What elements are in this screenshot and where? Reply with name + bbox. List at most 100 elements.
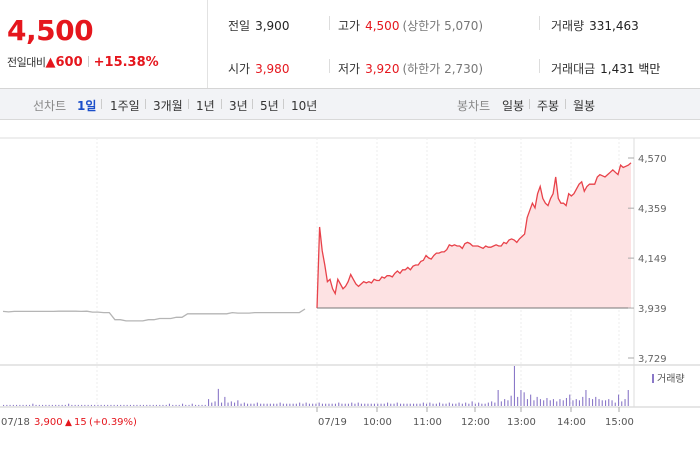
volume-bar [559,399,561,406]
period-1w-tab[interactable]: 1주일 [110,99,140,113]
volume-bar [19,404,21,406]
prev-day-change-label: 15 [74,417,87,428]
quote-header: 4,500 전일대비▲600 +15.38% 전일 3,900 고가 4,500 (상한… [0,0,700,89]
prev-close-stat: 전일 3,900 [228,17,289,34]
divider [539,16,540,30]
volume-bar [81,404,83,406]
volume-bar [530,394,532,406]
volume-bar [308,403,310,406]
volume-bar [318,402,320,406]
volume-bar [292,403,294,406]
volume-bar [120,404,122,406]
price-chart[interactable]: 4,570 4,359 4,149 3,939 3,729 거래량 07/18 3,900… [0,120,700,450]
volume-bar [341,403,343,406]
period-1y-tab[interactable]: 1년 [196,99,215,113]
volume-bar [357,402,359,406]
volume-bar [448,402,450,406]
volume-bar [618,394,620,406]
volume-bar [168,403,170,406]
period-5y-tab[interactable]: 5년 [260,99,279,113]
volume-bar [543,400,545,406]
volume-bar [289,403,291,406]
volume-bar [77,404,79,406]
x-tick-label: 15:00 [605,417,634,428]
volume-bar [380,403,382,406]
volume-bar [406,403,408,406]
volume-bar [487,402,489,406]
volume-bar [325,403,327,406]
volume-bar [474,403,476,406]
volume-bar [221,402,223,406]
volume-bar [279,402,281,406]
volume-bar [185,404,187,406]
volume-bar [582,396,584,406]
volume-bar [523,392,525,406]
volume-bar [51,404,53,406]
volume-bar [390,403,392,406]
volume-bar [250,403,252,406]
volume-bar [182,403,184,406]
prev-day-line [2,308,306,322]
volume-bar [575,399,577,406]
volume-bar [247,403,249,406]
volume-bar [360,403,362,406]
volume-bar [387,402,389,406]
volume-bar [195,404,197,406]
volume-bar [237,400,239,406]
volume-bar [572,400,574,406]
volume-bar [426,403,428,406]
volume-bar [243,402,245,406]
volume-bar [370,403,372,406]
volume-bar [578,400,580,406]
candle-chart-label: 봉차트 [457,99,491,113]
up-arrow-icon: ▲ [45,55,56,70]
candle-daily-tab[interactable]: 일봉 [502,99,525,113]
volume-bar [419,403,421,406]
volume-bar [549,400,551,406]
volume-bar [556,401,558,406]
prev-close-label: 전일 [228,19,251,33]
divider [565,99,566,109]
volume-bar [113,404,115,406]
volume-bar [162,404,164,406]
period-10y-tab[interactable]: 10년 [291,99,318,113]
volume-bar [165,404,167,406]
volume-bar [592,399,594,406]
volume-bar [149,404,151,406]
low-label: 저가 [338,62,361,76]
volume-bar [328,403,330,406]
period-3y-tab[interactable]: 3년 [229,99,248,113]
volume-bar [208,399,210,406]
volume-bar [38,404,40,406]
volume-bar [286,403,288,406]
volume-bar [481,403,483,406]
volume-bar [494,402,496,406]
change-row: 전일대비▲600 +15.38% [7,54,159,70]
volume-bar [344,403,346,406]
volume-bar [188,404,190,406]
x-tick-label: 11:00 [413,417,442,428]
volume-bar [533,400,535,406]
volume-bar [256,402,258,406]
high-value: 4,500 [365,19,400,33]
candle-weekly-tab[interactable]: 주봉 [537,99,560,113]
volume-bar [123,404,125,406]
volume-bar [461,403,463,406]
volume-bar [367,403,369,406]
volume-bar [373,403,375,406]
period-3m-tab[interactable]: 3개월 [153,99,183,113]
volume-bar [214,401,216,406]
volume-bar [608,399,610,406]
volume-bar [211,402,213,406]
prev-day-change-percent: (+0.39%) [89,417,137,428]
volume-bar [429,402,431,406]
period-1d-tab[interactable]: 1일 [77,99,97,113]
volume-bar [497,390,499,406]
volume-bar [48,404,50,406]
candle-monthly-tab[interactable]: 월봉 [573,99,596,113]
open-stat: 시가 3,980 [228,60,289,77]
volume-bar [273,403,275,406]
volume-stat: 거래량 331,463 [551,17,639,34]
volume-bar [409,403,411,406]
divider [188,99,189,109]
